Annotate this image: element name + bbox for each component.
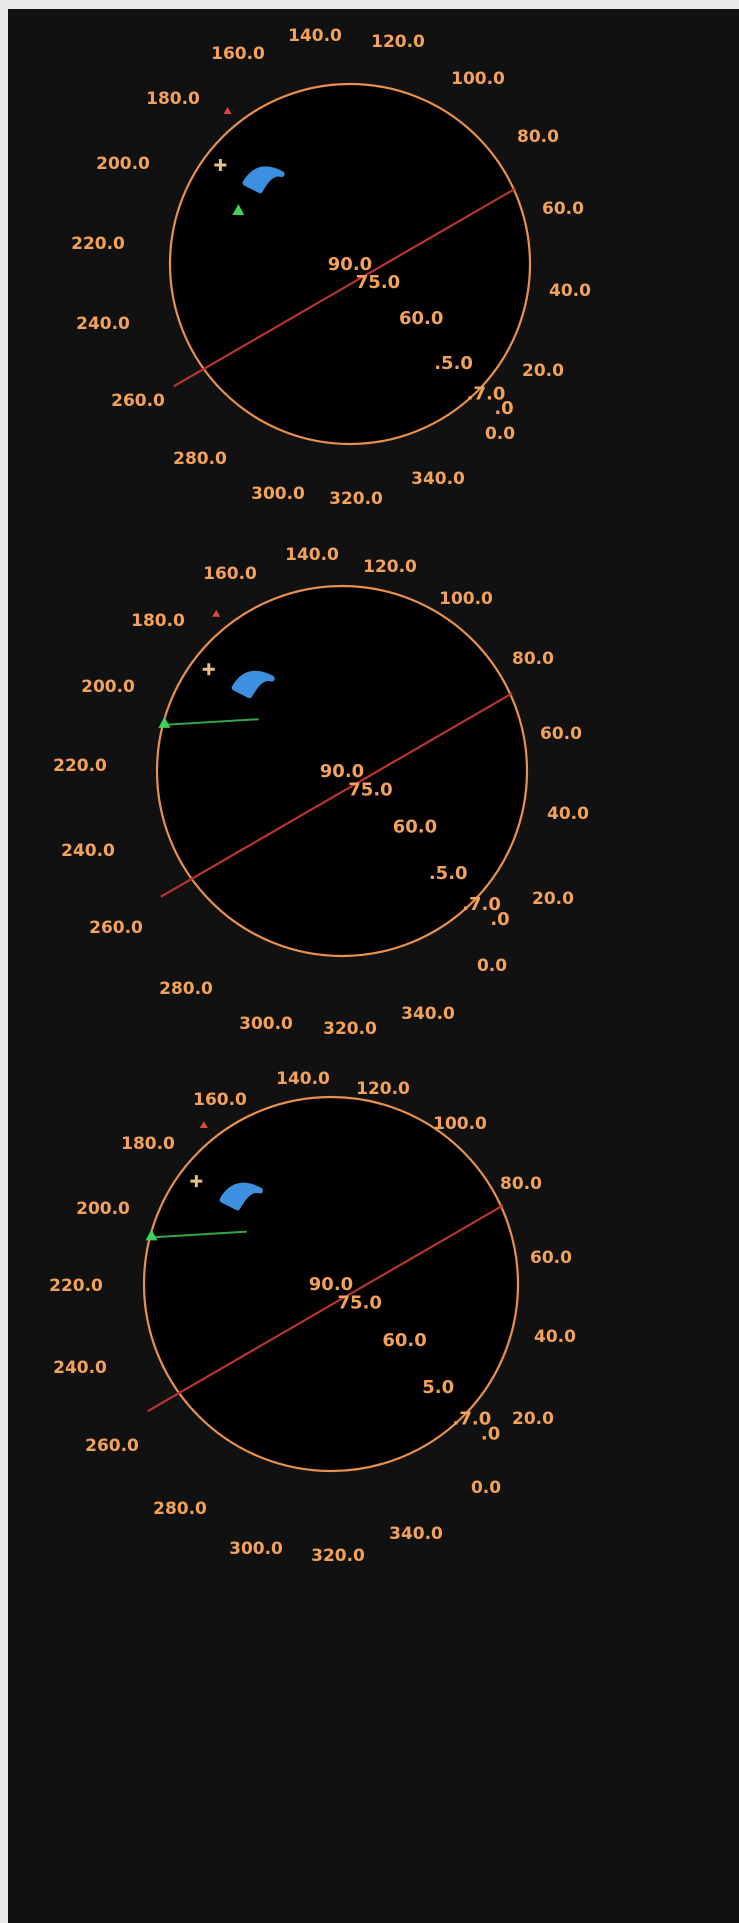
azimuth-label: 260.0 [85, 1436, 139, 1456]
azimuth-label: 220.0 [71, 234, 125, 254]
azimuth-label: 280.0 [173, 449, 227, 469]
azimuth-label: 20.0 [522, 361, 564, 381]
azimuth-label: 0.0 [471, 1478, 501, 1498]
sky-plot-panel: 0.0 20.0 40.0 60.0 80.0 100.0 120.0 140.0 160.0 1… [53, 545, 589, 1039]
elevation-label: 75.0 [348, 780, 392, 801]
cloud-blob [242, 166, 285, 194]
elevation-label: .0 [494, 398, 513, 419]
azimuth-label: 320.0 [323, 1019, 377, 1039]
elevation-label: 60.0 [393, 817, 437, 838]
elevation-label: 75.0 [356, 272, 400, 293]
azimuth-label: 300.0 [239, 1014, 293, 1034]
azimuth-label: 240.0 [76, 314, 130, 334]
azimuth-label: 240.0 [53, 1358, 107, 1378]
azimuth-label: 180.0 [121, 1134, 175, 1154]
azimuth-label: 320.0 [311, 1546, 365, 1566]
elevation-label: .5.0 [429, 863, 468, 884]
azimuth-label: 80.0 [500, 1174, 542, 1194]
horizon-circle [142, 1095, 520, 1473]
azimuth-label: 340.0 [411, 469, 465, 489]
azimuth-label: 0.0 [477, 956, 507, 976]
azimuth-label: 80.0 [512, 649, 554, 669]
tan-marker [214, 159, 227, 171]
azimuth-label: 40.0 [547, 804, 589, 824]
elevation-label: 5.0 [422, 1377, 454, 1398]
elevation-label: .7.0 [462, 894, 501, 915]
azimuth-label: 300.0 [229, 1539, 283, 1559]
elevation-label: 90.0 [309, 1274, 353, 1295]
cloud-blob [231, 670, 275, 699]
azimuth-label: 140.0 [288, 26, 342, 46]
azimuth-label: 20.0 [512, 1409, 554, 1429]
azimuth-label: 200.0 [76, 1199, 130, 1219]
track-line [147, 1204, 504, 1413]
azimuth-label: 60.0 [530, 1248, 572, 1268]
azimuth-label: 320.0 [329, 489, 383, 509]
elevation-label: .0 [490, 909, 509, 930]
azimuth-label: 100.0 [433, 1114, 487, 1134]
azimuth-label: 40.0 [534, 1327, 576, 1347]
elevation-label: 60.0 [382, 1330, 426, 1351]
tan-marker [190, 1175, 203, 1188]
elevation-label: .0 [481, 1424, 500, 1445]
azimuth-label: 60.0 [540, 724, 582, 744]
azimuth-label: 260.0 [89, 918, 143, 938]
azimuth-label: 180.0 [131, 611, 185, 631]
azimuth-label: 20.0 [532, 889, 574, 909]
green-marker [145, 1229, 158, 1241]
elevation-label: .5.0 [434, 353, 473, 374]
azimuth-label: 340.0 [401, 1004, 455, 1024]
azimuth-label: 100.0 [439, 589, 493, 609]
azimuth-label: 160.0 [193, 1090, 247, 1110]
azimuth-label: 120.0 [356, 1079, 410, 1099]
horizon-circle [155, 584, 529, 958]
elevation-label: 75.0 [337, 1293, 381, 1314]
azimuth-label: 120.0 [363, 557, 417, 577]
pointer-line [153, 1230, 247, 1239]
azimuth-label: 140.0 [285, 545, 339, 565]
azimuth-label: 300.0 [251, 484, 305, 504]
azimuth-label: 220.0 [53, 756, 107, 776]
red-marker [212, 609, 221, 617]
azimuth-label: 120.0 [371, 32, 425, 52]
azimuth-label: 200.0 [81, 677, 135, 697]
red-marker [199, 1121, 208, 1129]
polar-sky-plots: 0.0 20.0 40.0 60.0 80.0 100.0 120.0 140.0 160.0 1… [49, 26, 591, 1566]
sky-plot-panel: 0.0 20.0 40.0 60.0 80.0 100.0 120.0 140.0 160.0 1… [49, 1069, 576, 1566]
azimuth-label: 200.0 [96, 154, 150, 174]
elevation-label: 90.0 [320, 761, 364, 782]
cloud-blob [219, 1182, 263, 1211]
azimuth-label: 80.0 [517, 127, 559, 147]
azimuth-label: 40.0 [549, 281, 591, 301]
azimuth-label: 260.0 [111, 391, 165, 411]
azimuth-label: 100.0 [451, 69, 505, 89]
track-line [173, 187, 517, 388]
tan-marker [202, 663, 215, 676]
azimuth-label: 0.0 [485, 424, 515, 444]
azimuth-label: 280.0 [159, 979, 213, 999]
red-marker [223, 107, 232, 114]
azimuth-label: 160.0 [203, 564, 257, 584]
azimuth-label: 60.0 [542, 199, 584, 219]
elevation-label: .7.0 [453, 1409, 492, 1430]
azimuth-label: 180.0 [146, 89, 200, 109]
elevation-label: 90.0 [328, 254, 372, 275]
elevation-label: 60.0 [399, 308, 443, 329]
sky-plot-figure: 0.0 20.0 40.0 60.0 80.0 100.0 120.0 140.0 160.0 1… [8, 9, 739, 1923]
azimuth-label: 140.0 [276, 1069, 330, 1089]
azimuth-label: 340.0 [389, 1524, 443, 1544]
azimuth-label: 240.0 [61, 841, 115, 861]
azimuth-label: 280.0 [153, 1499, 207, 1519]
azimuth-label: 220.0 [49, 1276, 103, 1296]
track-line [160, 692, 513, 898]
elevation-label: .7.0 [467, 384, 506, 405]
sky-plot-panel: 0.0 20.0 40.0 60.0 80.0 100.0 120.0 140.0 160.0 1… [71, 26, 591, 509]
green-marker [232, 204, 245, 215]
pointer-line [166, 718, 259, 726]
azimuth-label: 160.0 [211, 44, 265, 64]
green-marker [158, 716, 171, 728]
horizon-circle [168, 82, 532, 446]
